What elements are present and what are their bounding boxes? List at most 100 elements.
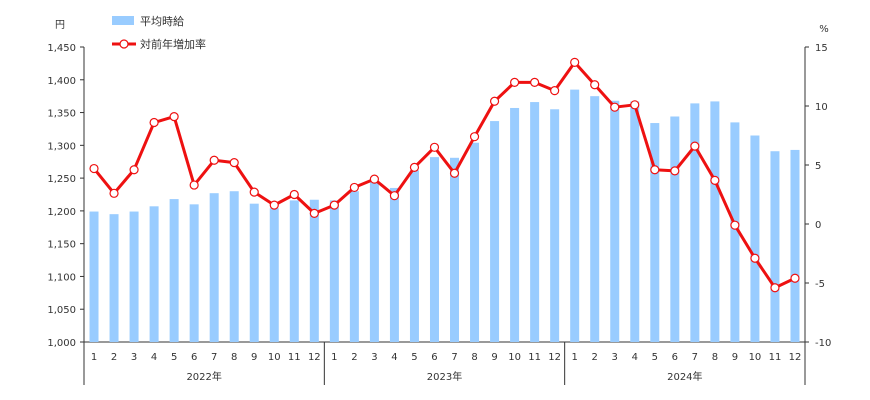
bar [510,107,520,342]
right-axis-unit: % [819,24,829,35]
month-label: 6 [672,352,678,363]
line-point [570,57,580,67]
month-label: 4 [151,352,157,363]
right-tick-label: -10 [815,338,831,349]
bar [269,208,279,342]
year-label: 2022年 [186,370,221,383]
left-tick-label: 1,300 [47,141,76,152]
month-label: 10 [268,352,281,363]
line-point [349,182,359,193]
year-label: 2024年 [667,370,702,383]
bar [790,149,800,342]
bar [630,101,640,343]
line-point [630,100,640,110]
line-point [530,77,540,88]
month-label: 8 [712,352,718,363]
bar [450,157,460,342]
left-tick-label: 1,200 [47,207,76,218]
right-tick-label: 5 [815,161,821,172]
month-label: 7 [451,352,457,363]
line-point [509,77,520,88]
bar [610,100,620,342]
left-tick-label: 1,250 [47,174,76,185]
month-label: 9 [491,352,497,363]
month-label: 1 [91,352,97,363]
line-point [590,80,600,90]
line-series [89,57,800,293]
bar [89,211,99,342]
bar [690,103,700,342]
month-label: 8 [231,352,237,363]
month-label: 11 [288,352,301,363]
right-tick-label: -5 [815,279,825,290]
line-point [550,86,560,96]
line-point [790,273,800,283]
line-point [209,155,219,165]
line-point [770,283,780,293]
line-point [329,200,339,210]
month-label: 8 [471,352,477,363]
month-label: 4 [632,352,638,363]
line-point [169,112,179,122]
line-point [610,102,620,112]
line-point [249,187,259,197]
line-point [469,132,480,142]
month-label: 11 [528,352,541,363]
month-label: 2 [351,352,357,363]
legend: 平均時給 対前年増加率 [112,14,206,51]
month-label: 3 [131,352,137,363]
bar [650,123,660,343]
line-point [750,253,760,263]
line-point [189,180,199,190]
bar [429,157,439,342]
legend-line-marker [119,39,129,49]
line-point [309,208,319,218]
bar [770,151,780,342]
line-point [149,117,159,128]
line-point [389,191,400,201]
bar [189,204,199,342]
line-point [109,188,119,198]
bar [109,214,119,342]
month-label: 5 [171,352,177,363]
month-label: 6 [431,352,437,363]
month-label: 3 [612,352,618,363]
month-label: 5 [411,352,417,363]
bar-series [89,89,800,343]
bar [249,203,259,342]
bar [530,102,540,342]
month-label: 9 [251,352,257,363]
axes: 1,000 1,050 1,100 1,150 1,200 1,250 1,300 1,350… [47,43,831,385]
legend-bar-label: 平均時給 [140,14,184,28]
bar [750,135,760,342]
month-label: 7 [211,352,217,363]
bar [349,191,359,342]
left-tick-label: 1,150 [47,240,76,251]
line-path [92,60,796,290]
bar [229,191,239,342]
month-label: 10 [749,352,762,363]
bar [289,200,299,342]
legend-line-label: 対前年増加率 [140,37,206,51]
month-label: 1 [331,352,337,363]
right-tick-label: 0 [815,220,821,231]
legend-bar-swatch [112,16,134,25]
line-point [730,220,740,230]
line-point [710,175,720,185]
line-point [409,162,420,172]
month-label: 2 [592,352,598,363]
bar [490,121,500,342]
bar [590,96,600,343]
left-tick-label: 1,050 [47,305,76,316]
bar [169,199,179,342]
bar [550,109,560,343]
month-label: 11 [769,352,782,363]
line-point [670,166,680,176]
bar [670,116,680,342]
line-point [429,142,440,152]
line-point [89,163,99,174]
left-tick-label: 1,350 [47,109,76,120]
line-point [269,200,279,210]
month-label: 3 [371,352,377,363]
